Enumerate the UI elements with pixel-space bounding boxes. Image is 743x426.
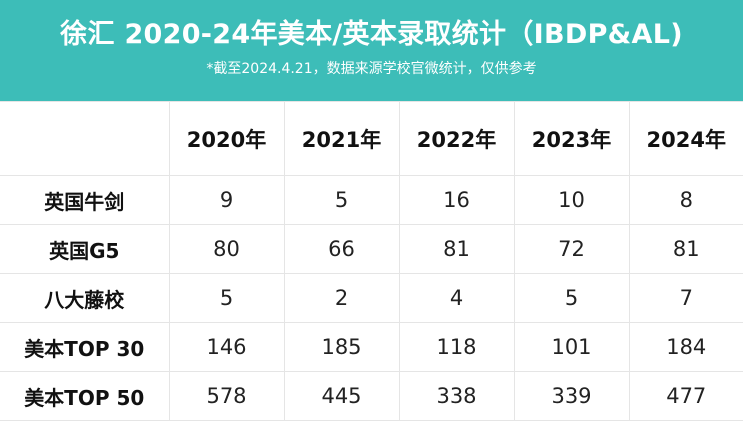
header-banner: 徐汇 2020-24年美本/英本录取统计（IBDP&AL) *截至2024.4.… bbox=[0, 0, 743, 101]
corner-cell bbox=[0, 101, 170, 176]
table-cell: 8 bbox=[628, 175, 743, 225]
table-cell: 445 bbox=[283, 371, 400, 421]
table-row: 英国牛剑 9 5 16 10 8 bbox=[0, 175, 743, 225]
table-cell: 339 bbox=[513, 371, 630, 421]
row-label: 美本TOP 50 bbox=[0, 371, 170, 421]
column-header-2022: 2022年 bbox=[398, 101, 515, 176]
column-header-2020: 2020年 bbox=[168, 101, 285, 176]
column-header-2021: 2021年 bbox=[283, 101, 400, 176]
table-cell: 72 bbox=[513, 224, 630, 274]
row-label: 英国G5 bbox=[0, 224, 170, 274]
table-cell: 16 bbox=[398, 175, 515, 225]
column-header-2023: 2023年 bbox=[513, 101, 630, 176]
data-source-note: *截至2024.4.21，数据来源学校官微统计，仅供参考 bbox=[206, 61, 537, 77]
table-cell: 184 bbox=[628, 322, 743, 372]
table-cell: 5 bbox=[168, 273, 285, 323]
table-cell: 9 bbox=[168, 175, 285, 225]
table-cell: 101 bbox=[513, 322, 630, 372]
column-header-2024: 2024年 bbox=[628, 101, 743, 176]
table-row: 美本TOP 30 146 185 118 101 184 bbox=[0, 322, 743, 372]
table-cell: 10 bbox=[513, 175, 630, 225]
table-cell: 81 bbox=[398, 224, 515, 274]
table-row: 八大藤校 5 2 4 5 7 bbox=[0, 273, 743, 323]
table-cell: 118 bbox=[398, 322, 515, 372]
row-label: 英国牛剑 bbox=[0, 175, 170, 225]
table-cell: 578 bbox=[168, 371, 285, 421]
row-label: 美本TOP 30 bbox=[0, 322, 170, 372]
table-cell: 146 bbox=[168, 322, 285, 372]
table-cell: 80 bbox=[168, 224, 285, 274]
table-cell: 66 bbox=[283, 224, 400, 274]
table-cell: 185 bbox=[283, 322, 400, 372]
table-cell: 81 bbox=[628, 224, 743, 274]
table-row: 英国G5 80 66 81 72 81 bbox=[0, 224, 743, 274]
table-cell: 7 bbox=[628, 273, 743, 323]
table-row: 美本TOP 50 578 445 338 339 477 bbox=[0, 371, 743, 421]
admission-stats-table: 2020年 2021年 2022年 2023年 2024年 英国牛剑 9 5 1… bbox=[0, 101, 743, 421]
header-row: 2020年 2021年 2022年 2023年 2024年 bbox=[0, 101, 743, 176]
table-cell: 5 bbox=[283, 175, 400, 225]
table-cell: 338 bbox=[398, 371, 515, 421]
page-title: 徐汇 2020-24年美本/英本录取统计（IBDP&AL) bbox=[60, 19, 683, 50]
table-cell: 2 bbox=[283, 273, 400, 323]
table-cell: 4 bbox=[398, 273, 515, 323]
table-cell: 477 bbox=[628, 371, 743, 421]
row-label: 八大藤校 bbox=[0, 273, 170, 323]
table-cell: 5 bbox=[513, 273, 630, 323]
